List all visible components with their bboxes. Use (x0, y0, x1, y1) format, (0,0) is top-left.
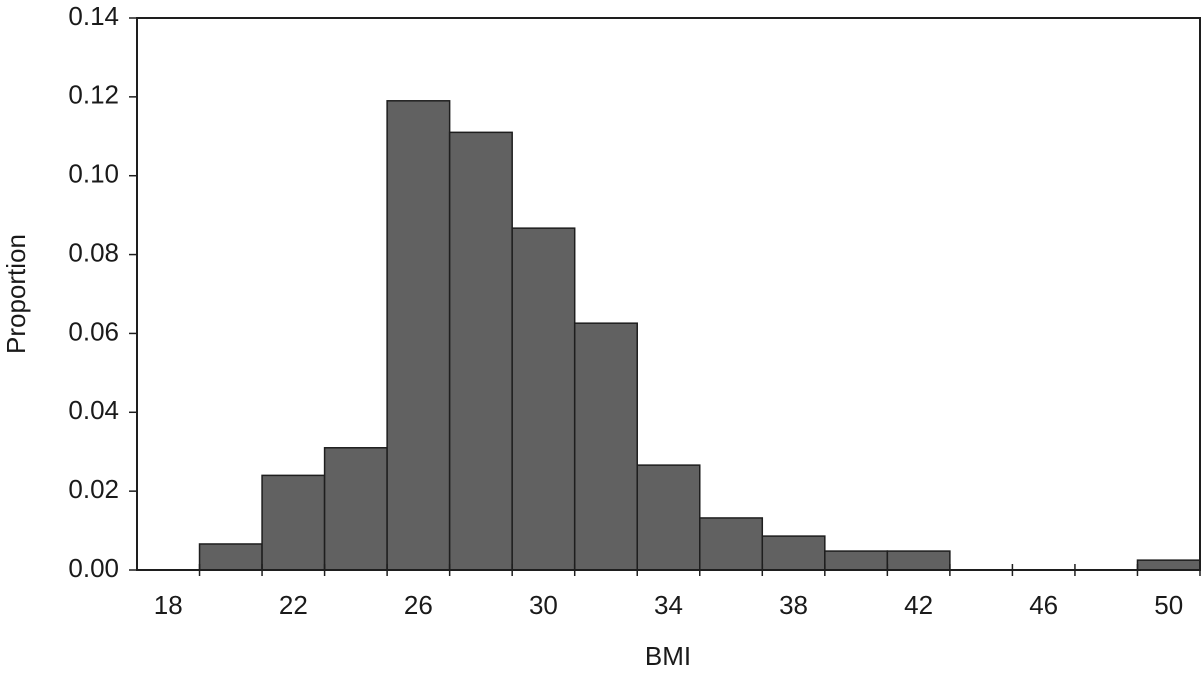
bar (636, 464, 701, 571)
x-tick-label: 30 (529, 590, 558, 620)
x-axis-label: BMI (645, 641, 691, 671)
bar (573, 322, 638, 571)
y-tick-label: 0.12 (68, 80, 119, 110)
x-tick-label: 42 (904, 590, 933, 620)
y-tick-label: 0.08 (68, 237, 119, 267)
bar (386, 100, 451, 571)
y-tick-label: 0.04 (68, 395, 119, 425)
bar (1136, 559, 1201, 571)
bar (511, 227, 576, 571)
bar (448, 131, 513, 571)
bar (261, 474, 326, 571)
x-tick-label: 34 (654, 590, 683, 620)
y-tick-label: 0.00 (68, 553, 119, 583)
y-tick-label: 0.02 (68, 474, 119, 504)
bar (198, 543, 263, 571)
y-tick-label: 0.10 (68, 159, 119, 189)
y-tick-label: 0.14 (68, 1, 119, 31)
x-tick-label: 46 (1029, 590, 1058, 620)
bar (824, 550, 889, 571)
x-tick-label: 22 (279, 590, 308, 620)
bar (699, 517, 764, 571)
x-tick-label: 50 (1154, 590, 1183, 620)
y-tick-label: 0.06 (68, 316, 119, 346)
bar (886, 550, 951, 571)
bar (323, 447, 388, 571)
x-tick-label: 26 (404, 590, 433, 620)
y-axis-label: Proportion (1, 234, 31, 354)
x-tick-label: 38 (779, 590, 808, 620)
bar (761, 535, 826, 571)
plot-frame (136, 17, 1201, 571)
x-tick-label: 18 (154, 590, 183, 620)
